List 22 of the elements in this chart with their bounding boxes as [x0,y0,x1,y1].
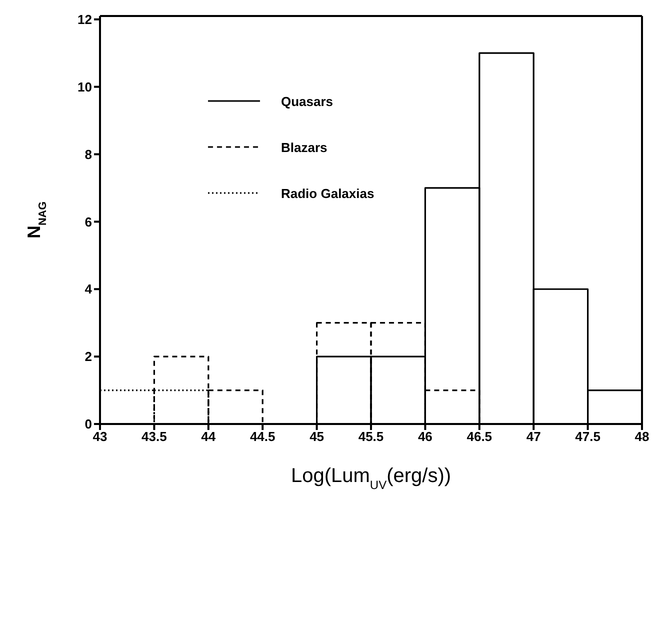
x-tick-label: 43.5 [142,429,167,444]
y-tick-label: 8 [84,146,92,162]
y-tick-label: 0 [84,416,92,432]
y-tick-label: 6 [84,214,92,230]
legend-label: Radio Galaxias [281,186,374,200]
x-tick-label: 45.5 [358,429,384,444]
x-axis-title: Log(Lum$_{UV}$(erg/s)) [290,465,452,492]
x-tick-label: 45 [310,429,324,444]
x-tick-label: 47 [526,429,541,444]
x-tick-label: 44 [201,429,216,444]
x-tick-label: 48 [634,429,650,444]
y-tick-label: 4 [84,282,93,297]
x-tick-label: 44.5 [250,429,276,444]
legend-label: Blazars [281,140,328,154]
x-tick-label: 47.5 [575,429,600,444]
y-tick-label: 12 [78,12,92,27]
y-tick-label: 10 [78,79,92,94]
y-tick-label: 2 [84,349,92,364]
legend-label: Quasars [281,94,334,108]
x-tick-label: 43 [92,429,108,444]
x-tick-label: 46.5 [466,429,492,444]
x-tick-label: 46 [418,429,432,444]
